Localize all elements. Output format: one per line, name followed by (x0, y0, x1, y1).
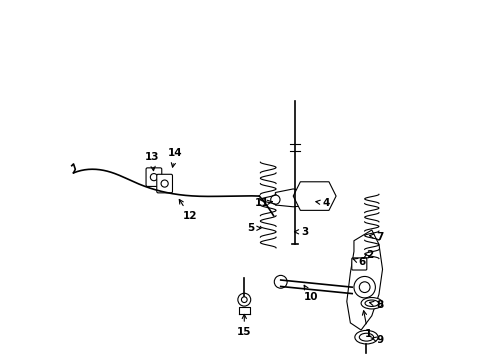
Text: 12: 12 (179, 199, 197, 221)
Text: 2: 2 (363, 250, 373, 260)
Circle shape (161, 180, 168, 187)
Polygon shape (293, 182, 336, 210)
Text: 4: 4 (316, 198, 330, 208)
Circle shape (270, 195, 280, 204)
Polygon shape (275, 189, 318, 207)
Text: 11: 11 (255, 198, 272, 208)
Circle shape (354, 276, 375, 298)
Text: 1: 1 (363, 311, 372, 339)
Ellipse shape (361, 297, 383, 309)
Circle shape (238, 293, 251, 306)
Text: 3: 3 (294, 227, 309, 237)
Ellipse shape (359, 333, 373, 341)
Text: 14: 14 (168, 148, 183, 167)
Ellipse shape (365, 300, 379, 306)
Text: 13: 13 (145, 152, 159, 171)
Circle shape (359, 282, 370, 293)
Circle shape (242, 297, 247, 302)
FancyBboxPatch shape (146, 168, 162, 186)
Polygon shape (347, 230, 383, 330)
Text: 8: 8 (369, 300, 384, 310)
Circle shape (150, 174, 157, 181)
Text: 6: 6 (353, 257, 366, 267)
Circle shape (274, 275, 287, 288)
Text: 5: 5 (247, 223, 261, 233)
Text: 10: 10 (304, 285, 318, 302)
Text: 7: 7 (369, 232, 384, 242)
Text: 15: 15 (237, 314, 251, 337)
FancyBboxPatch shape (157, 174, 172, 193)
Text: 9: 9 (371, 335, 384, 345)
Ellipse shape (355, 330, 378, 344)
FancyBboxPatch shape (352, 258, 367, 270)
